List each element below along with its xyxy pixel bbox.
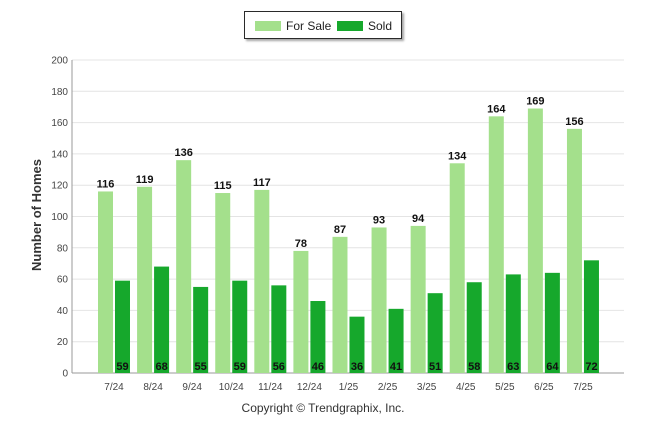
bar-sold[interactable] (154, 266, 170, 373)
data-label-for-sale: 156 (565, 116, 583, 128)
y-tick-label: 200 (51, 56, 68, 67)
bars (98, 108, 599, 373)
data-label-sold: 59 (116, 361, 128, 373)
bar-sold[interactable] (544, 272, 560, 373)
data-label-sold: 59 (234, 361, 246, 373)
data-label-sold: 58 (468, 361, 480, 373)
data-labels: 116 59 119 68 136 55 115 59 117 56 78 46 87 36 93 41 94 5… (97, 96, 598, 373)
data-label-for-sale: 119 (136, 174, 154, 186)
y-axis-ticks: 0 20 40 60 80 100 120 140 160 180 200 (51, 56, 68, 380)
x-axis-ticks: 7/24 8/24 9/24 10/24 11/24 12/24 1/25 2/25 3/25 4… (104, 382, 593, 393)
y-tick-label: 100 (51, 212, 68, 223)
x-tick-label: 11/24 (258, 382, 283, 393)
x-tick-label: 4/25 (456, 382, 476, 393)
y-tick-label: 120 (51, 181, 68, 192)
x-tick-label: 10/24 (219, 382, 244, 393)
x-tick-label: 6/25 (534, 382, 554, 393)
bar-sold[interactable] (115, 280, 130, 373)
data-label-for-sale: 164 (487, 103, 506, 115)
x-tick-label: 2/25 (378, 382, 398, 393)
data-label-sold: 36 (351, 361, 363, 373)
bar-sold[interactable] (427, 293, 443, 373)
data-label-sold: 51 (429, 361, 441, 373)
bar-for-sale[interactable] (449, 163, 465, 373)
x-tick-label: 12/24 (297, 382, 322, 393)
bar-sold[interactable] (193, 286, 209, 373)
bar-sold[interactable] (349, 316, 365, 373)
x-tick-label: 9/24 (182, 382, 202, 393)
data-label-sold: 64 (546, 361, 559, 373)
data-label-sold: 68 (155, 361, 167, 373)
data-label-sold: 72 (585, 361, 597, 373)
data-label-for-sale: 115 (214, 180, 232, 192)
y-tick-label: 80 (57, 243, 69, 254)
y-tick-label: 40 (57, 306, 69, 317)
data-label-sold: 41 (390, 361, 402, 373)
x-tick-label: 8/24 (143, 382, 163, 393)
bar-for-sale[interactable] (332, 236, 348, 373)
x-tick-label: 1/25 (339, 382, 359, 393)
data-label-for-sale: 87 (334, 224, 346, 236)
legend-swatch-sold (337, 21, 363, 31)
data-label-for-sale: 93 (373, 214, 385, 226)
data-label-sold: 63 (507, 361, 519, 373)
bar-for-sale[interactable] (98, 191, 113, 373)
legend-swatch-for-sale (255, 21, 281, 31)
bar-for-sale[interactable] (527, 108, 543, 373)
bar-sold[interactable] (232, 280, 248, 373)
bar-for-sale[interactable] (488, 116, 504, 373)
legend-label-sold: Sold (368, 19, 393, 33)
data-label-for-sale: 117 (253, 177, 271, 189)
y-tick-label: 180 (51, 87, 68, 98)
y-tick-label: 60 (57, 275, 69, 286)
data-label-for-sale: 116 (97, 178, 115, 190)
copyright-text: Copyright © Trendgraphix, Inc. (241, 401, 405, 415)
x-tick-label: 7/24 (104, 382, 124, 393)
x-tick-label: 5/25 (495, 382, 515, 393)
data-label-sold: 55 (195, 361, 207, 373)
y-tick-label: 140 (51, 149, 68, 160)
data-label-for-sale: 136 (174, 147, 192, 159)
legend: For Sale Sold (244, 11, 402, 39)
bar-sold[interactable] (388, 308, 404, 373)
bar-for-sale[interactable] (254, 189, 270, 373)
bar-sold[interactable] (310, 301, 326, 373)
x-tick-label: 7/25 (573, 382, 593, 393)
bar-for-sale[interactable] (566, 128, 582, 373)
y-axis-label: Number of Homes (29, 159, 44, 271)
bar-sold[interactable] (271, 285, 287, 373)
data-label-for-sale: 78 (295, 238, 307, 250)
data-label-for-sale: 169 (526, 96, 544, 108)
data-label-for-sale: 94 (412, 213, 425, 225)
legend-label-for-sale: For Sale (286, 19, 332, 33)
data-label-for-sale: 134 (448, 150, 467, 162)
y-tick-label: 20 (57, 337, 69, 348)
bar-for-sale[interactable] (176, 160, 192, 373)
bar-for-sale[interactable] (371, 227, 387, 373)
bar-for-sale[interactable] (410, 225, 426, 373)
bar-for-sale[interactable] (215, 193, 231, 373)
bar-sold[interactable] (466, 282, 482, 373)
data-label-sold: 56 (273, 361, 285, 373)
bar-sold[interactable] (583, 260, 599, 373)
x-tick-label: 3/25 (417, 382, 437, 393)
bar-for-sale[interactable] (293, 250, 309, 373)
bar-sold[interactable] (505, 274, 521, 373)
bar-for-sale[interactable] (137, 186, 153, 373)
data-label-sold: 46 (312, 361, 324, 373)
y-tick-label: 160 (51, 118, 68, 129)
y-tick-label: 0 (62, 369, 68, 380)
